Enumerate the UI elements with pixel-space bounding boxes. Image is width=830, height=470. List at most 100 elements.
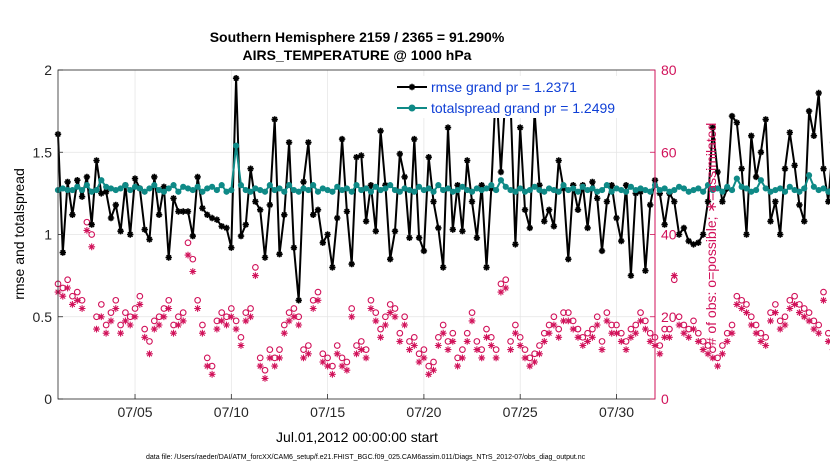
totalspread-point xyxy=(623,188,630,195)
totalspread-point xyxy=(276,185,283,192)
obs-possible-point xyxy=(738,296,746,304)
rmse-point xyxy=(647,201,654,209)
obs-possible-point xyxy=(593,313,601,321)
right-axis: 0 20 40 60 80 xyxy=(650,62,677,407)
obs-assimilated-point xyxy=(309,305,317,312)
totalspread-point xyxy=(502,183,509,190)
obs-assimilated-point xyxy=(377,333,384,341)
totalspread-point xyxy=(127,186,134,194)
obs-assimilated-point xyxy=(540,338,548,345)
rmse-point xyxy=(276,251,283,258)
totalspread-point xyxy=(661,185,668,192)
rmse-point xyxy=(170,195,177,202)
totalspread-point xyxy=(117,185,124,192)
obs-assimilated-point xyxy=(213,325,221,333)
rmse-point xyxy=(377,127,384,135)
rmse-point xyxy=(545,206,553,213)
obs-assimilated-point xyxy=(203,362,211,370)
totalspread-point xyxy=(151,182,158,189)
obs-possible-point xyxy=(252,264,259,271)
rmse-point xyxy=(194,173,201,181)
totalspread-point xyxy=(141,188,148,195)
obs-assimilated-point xyxy=(714,362,721,370)
obs-possible-point xyxy=(247,305,254,312)
y-right-tick-label: 60 xyxy=(661,144,677,160)
obs-assimilated-point xyxy=(512,329,519,337)
obs-assimilated-point xyxy=(256,362,264,370)
obs-possible-point xyxy=(805,309,813,316)
obs-possible-point xyxy=(276,346,283,354)
obs-possible-point xyxy=(141,325,149,333)
obs-assimilated-point xyxy=(507,346,514,353)
obs-assimilated-point xyxy=(776,325,784,333)
obs-possible-point xyxy=(179,309,187,316)
obs-possible-point xyxy=(468,309,476,316)
totalspread-point xyxy=(208,183,216,190)
totalspread-point xyxy=(387,182,394,189)
obs-assimilated-point xyxy=(781,321,789,329)
obs-assimilated-point xyxy=(699,346,707,353)
rmse-point xyxy=(324,231,331,238)
left-axis: 0 0.5 1 1.5 2 xyxy=(33,62,63,407)
legend-background xyxy=(393,76,651,118)
rmse-point xyxy=(242,221,249,228)
totalspread-point xyxy=(78,186,86,194)
obs-assimilated-point xyxy=(280,329,288,337)
obs-possible-point xyxy=(194,296,201,304)
rmse-point xyxy=(801,218,808,225)
obs-assimilated-point xyxy=(637,317,644,325)
rmse-point xyxy=(98,190,105,197)
y-left-tick-label: 1.5 xyxy=(33,144,53,160)
totalspread-point xyxy=(136,185,143,192)
rmse-point xyxy=(704,198,712,205)
rmse-point xyxy=(155,211,163,218)
obs-assimilated-point xyxy=(227,313,235,321)
obs-assimilated-point xyxy=(550,321,558,329)
obs-assimilated-point xyxy=(305,350,312,358)
rmse-point xyxy=(69,211,76,218)
obs-possible-point xyxy=(333,342,341,349)
obs-possible-point xyxy=(112,296,120,304)
rmse-point xyxy=(675,231,683,238)
obs-assimilated-point xyxy=(661,333,668,341)
obs-assimilated-point xyxy=(141,333,149,341)
data-file-footnote: data file: /Users/raeder/DAI/ATM_forcXX/… xyxy=(146,454,586,461)
obs-assimilated-point xyxy=(59,292,67,300)
x-tick-label: 07/25 xyxy=(503,404,538,420)
rmse-point xyxy=(257,206,264,213)
totalspread-point xyxy=(165,185,172,192)
rmse-point xyxy=(141,226,148,233)
obs-assimilated-point xyxy=(473,346,481,353)
obs-possible-point xyxy=(353,342,360,349)
obs-assimilated-point xyxy=(136,301,144,308)
obs-possible-point xyxy=(555,325,563,333)
totalspread-point xyxy=(700,188,707,195)
rmse-point xyxy=(319,239,326,246)
obs-possible-point xyxy=(357,338,365,345)
obs-possible-point xyxy=(598,338,606,345)
totalspread-point xyxy=(603,182,610,189)
rmse-point xyxy=(738,165,745,172)
totalspread-point xyxy=(69,186,76,194)
rmse-point xyxy=(449,226,456,233)
totalspread-point xyxy=(430,188,437,195)
rmse-point xyxy=(695,239,702,246)
totalspread-point xyxy=(493,186,500,194)
obs-possible-point xyxy=(820,288,827,296)
obs-possible-point xyxy=(675,313,683,321)
obs-possible-point xyxy=(343,358,351,366)
obs-assimilated-point xyxy=(796,309,803,316)
rmse-point xyxy=(603,198,611,205)
obs-assimilated-point xyxy=(338,362,346,370)
totalspread-point xyxy=(526,186,533,194)
rmse-point xyxy=(415,234,423,241)
rmse-point xyxy=(252,198,259,205)
obs-assimilated-point xyxy=(555,333,563,341)
obs-assimilated-point xyxy=(444,346,452,353)
obs-possible-point xyxy=(410,333,418,341)
rmse-point xyxy=(690,241,697,248)
obs-assimilated-point xyxy=(117,329,124,337)
rmse-point xyxy=(748,132,755,139)
rmse-point xyxy=(232,75,240,82)
rmse-point xyxy=(757,149,765,156)
